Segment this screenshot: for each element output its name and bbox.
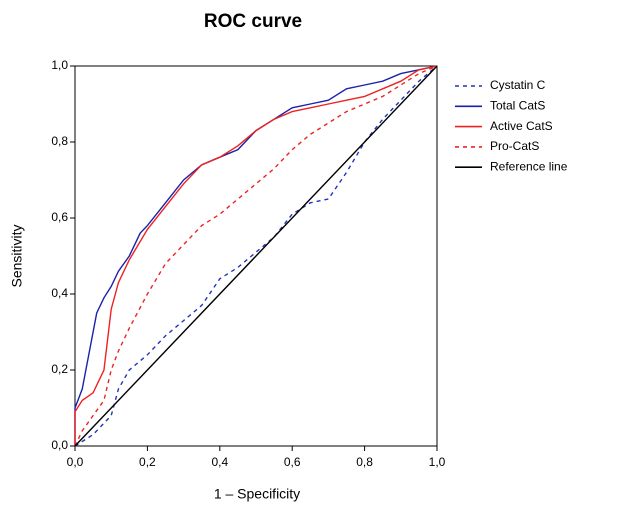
legend-label: Active CatS: [490, 119, 553, 133]
x-tick-label: 0,4: [211, 455, 228, 469]
y-tick-label: 0,2: [51, 362, 68, 376]
y-tick-label: 0,4: [51, 286, 68, 300]
legend-label: Pro-CatS: [490, 139, 539, 153]
x-tick-label: 0,6: [284, 455, 301, 469]
legend-label: Total CatS: [490, 98, 545, 112]
y-axis-label: Sensitivity: [9, 224, 25, 287]
chart-title: ROC curve: [204, 11, 302, 32]
roc-line: [74, 65, 438, 447]
plot-frame: [74, 65, 438, 447]
legend-label: Cystatin C: [490, 78, 546, 92]
y-tick-label: 0,6: [51, 210, 68, 224]
y-tick-label: 0,8: [51, 134, 68, 148]
y-tick-label: 0,0: [51, 438, 68, 452]
x-axis-label: 1 – Specificity: [214, 486, 300, 502]
roc-line: [74, 65, 438, 447]
x-tick-label: 0,2: [139, 455, 156, 469]
x-tick-label: 0,8: [356, 455, 373, 469]
legend-label: Reference line: [490, 159, 568, 173]
roc-line: [74, 65, 438, 447]
x-tick-label: 0,0: [67, 455, 84, 469]
y-tick-label: 1,0: [51, 58, 68, 72]
roc-line: [74, 65, 438, 446]
x-tick-label: 1,0: [429, 455, 446, 469]
